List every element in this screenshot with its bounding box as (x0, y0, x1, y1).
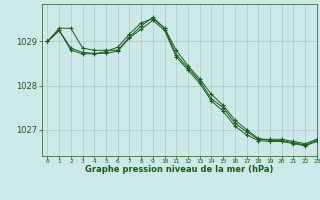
X-axis label: Graphe pression niveau de la mer (hPa): Graphe pression niveau de la mer (hPa) (85, 165, 273, 174)
